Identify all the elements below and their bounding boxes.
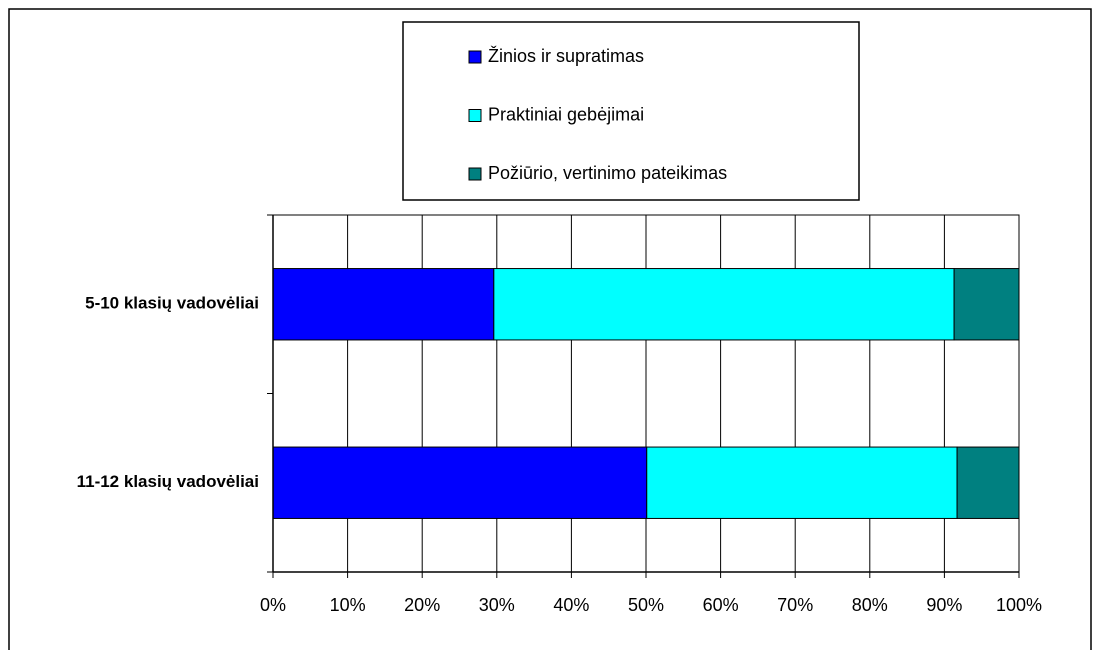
x-tick-label: 30% [479,595,515,615]
bar-segment [953,268,1020,341]
bar-segment [956,446,1020,519]
x-tick-label: 10% [330,595,366,615]
x-tick-label: 100% [996,595,1042,615]
legend-swatch [468,167,482,181]
legend-label: Požiūrio, vertinimo pateikimas [488,163,727,183]
y-tick-label: 5-10 klasių vadovėliai [85,294,259,313]
x-tick-label: 90% [926,595,962,615]
bar-segment [272,268,495,341]
x-tick-label: 50% [628,595,664,615]
bar-segment [272,446,648,519]
bar-segment [493,268,955,341]
x-tick-label: 70% [777,595,813,615]
x-tick-label: 20% [404,595,440,615]
x-tick-label: 40% [553,595,589,615]
chart-frame [8,8,1092,650]
x-tick-label: 0% [260,595,286,615]
legend-swatch [468,50,482,64]
y-tick-label: 11-12 klasių vadovėliai [77,472,259,491]
legend-label: Praktiniai gebėjimai [488,104,644,124]
x-tick-label: 80% [852,595,888,615]
bar-segment [646,446,958,519]
x-tick-label: 60% [703,595,739,615]
legend-swatch [468,109,482,122]
legend-label: Žinios ir supratimas [488,46,644,66]
